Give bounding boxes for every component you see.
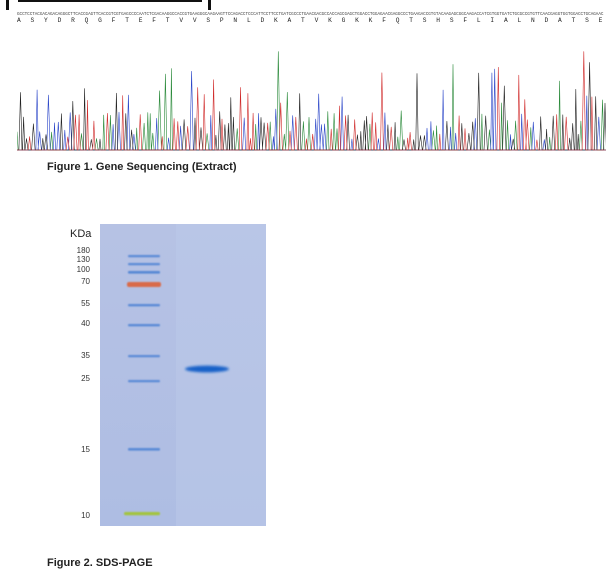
marker-band-10 [124,512,160,516]
mw-label-10: 10 [81,511,90,520]
chromatogram-trace [17,51,606,151]
marker-band-55 [128,304,160,307]
mw-label-35: 35 [81,351,90,360]
sds-page-gel [100,224,266,526]
kda-unit-label: KDa [70,228,92,240]
amino-acid-sequence: A S Y D R Q G F T E F T V V S P N L D K … [17,17,606,24]
top-bracket-mark [3,0,211,10]
chromatogram-trace [17,62,606,151]
marker-band-40 [128,324,160,327]
mw-label-25: 25 [81,374,90,383]
marker-band-180 [128,255,160,258]
marker-band-70 [127,282,161,287]
sample-band [185,365,229,373]
marker-band-15 [128,448,160,451]
mw-label-70: 70 [81,277,90,286]
figure-2-caption: Figure 2. SDS-PAGE [47,557,153,569]
mw-label-130: 130 [76,255,90,264]
mw-label-55: 55 [81,299,90,308]
marker-band-25 [128,380,160,383]
chromatogram-trace [17,68,606,151]
sequencing-chromatogram [17,51,606,151]
mw-label-15: 15 [81,445,90,454]
mw-label-40: 40 [81,319,90,328]
sequence-readout: GCCTCCTACGACAGACAGGGCTTCACCGAGTTCACCGTCG… [17,12,606,26]
marker-band-100 [128,271,160,274]
nucleotide-sequence: GCCTCCTACGACAGACAGGGCTTCACCGAGTTCACCGTCG… [17,12,604,17]
chromatogram-trace [17,51,606,151]
marker-band-35 [128,355,160,358]
mw-label-180: 180 [76,246,90,255]
mw-label-100: 100 [76,265,90,274]
figure-1-caption: Figure 1. Gene Sequencing (Extract) [47,161,237,173]
marker-band-130 [128,263,160,266]
